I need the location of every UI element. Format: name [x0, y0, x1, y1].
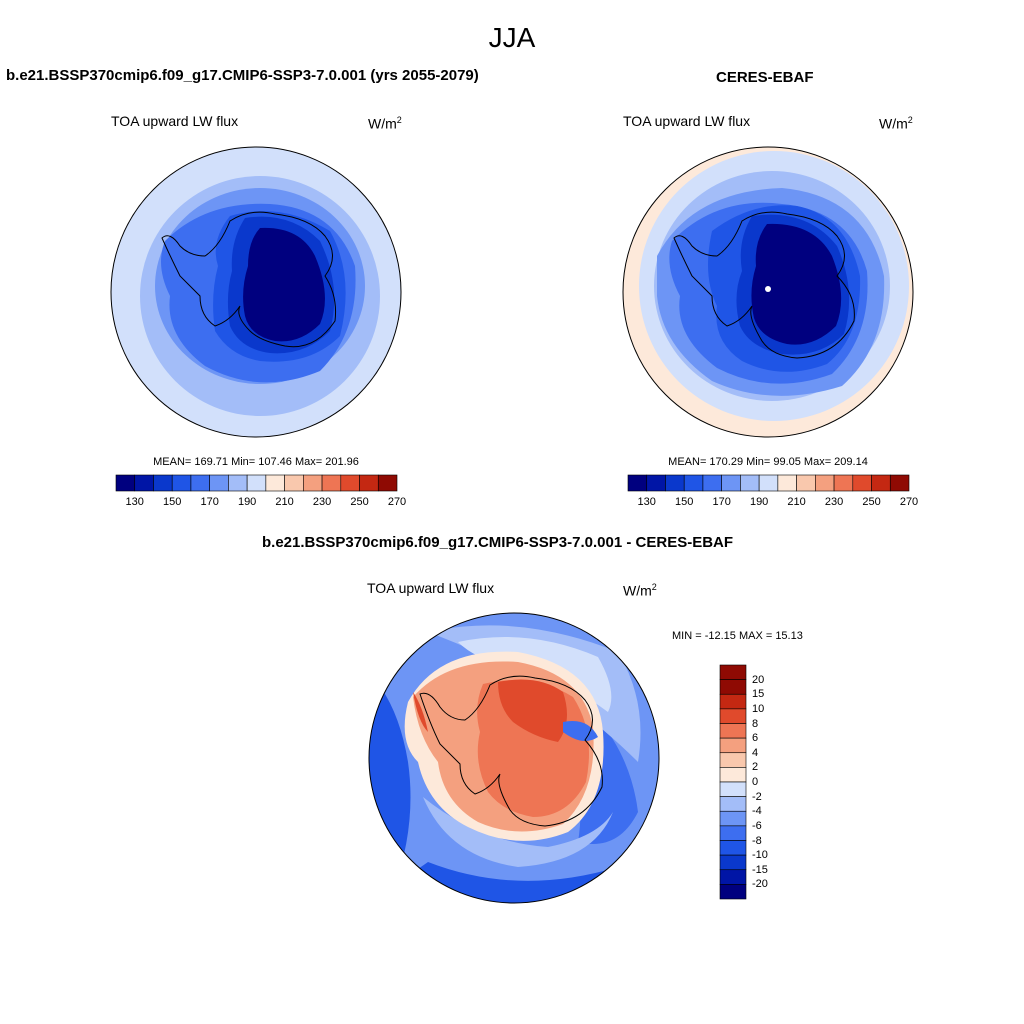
model-colorbar-ticks: 130 150 170 190 210 230 250 270 [116, 496, 407, 510]
colorbar-swatch [190, 474, 210, 492]
colorbar-swatch [719, 708, 747, 724]
colorbar-swatch [284, 474, 304, 492]
colorbar-tick-label: 150 [675, 496, 694, 508]
obs-panel-title: CERES-EBAF [716, 69, 814, 86]
colorbar-tick-label: 230 [824, 496, 844, 508]
colorbar-tick-label: 210 [275, 496, 294, 508]
colorbar-tick-label: 0 [752, 776, 759, 788]
colorbar-tick-label: 15 [752, 688, 765, 701]
colorbar-swatch [719, 723, 747, 739]
diff-polar-map [368, 612, 660, 904]
colorbar-swatch [889, 474, 910, 492]
colorbar-swatch [719, 781, 747, 797]
obs-units-label: W/m2 [879, 115, 913, 132]
colorbar-tick-label: 130 [637, 496, 656, 508]
colorbar-tick-label: 150 [163, 496, 182, 508]
colorbar-tick-label: -10 [752, 849, 768, 862]
colorbar-tick-label: -20 [752, 878, 768, 891]
obs-polar-map [622, 146, 914, 438]
colorbar-tick-label: 170 [200, 496, 219, 508]
colorbar-swatch [719, 869, 747, 885]
diff-stats: MIN = -12.15 MAX = 15.13 [672, 630, 803, 642]
diff-colorbar [719, 664, 747, 900]
diff-colorbar-ticks: 20 15 10 8 6 4 2 0 -2 -4 -6 -8 -10 -15 -20 [752, 665, 782, 899]
colorbar-swatch [153, 474, 173, 492]
colorbar-swatch [719, 737, 747, 754]
colorbar-swatch [719, 810, 747, 827]
colorbar-tick-label: 230 [312, 496, 332, 508]
colorbar-swatch [134, 474, 154, 492]
colorbar-tick-label: 130 [125, 496, 144, 508]
colorbar-swatch [171, 474, 192, 492]
colorbar-tick-label: 6 [752, 732, 759, 745]
model-stats: MEAN= 169.71 Min= 107.46 Max= 201.96 [153, 456, 359, 468]
colorbar-tick-label: 270 [387, 496, 407, 508]
colorbar-swatch [719, 693, 747, 710]
colorbar-swatch [719, 796, 747, 812]
colorbar-tick-label: -4 [752, 805, 762, 818]
colorbar-swatch [852, 474, 872, 492]
obs-colorbar-ticks: 130 150 170 190 210 230 250 270 [628, 496, 919, 510]
colorbar-swatch [209, 474, 229, 492]
figure-title: JJA [488, 22, 536, 53]
colorbar-swatch [719, 679, 747, 695]
colorbar-swatch [719, 884, 747, 900]
colorbar-tick-label: 210 [787, 496, 806, 508]
obs-stats: MEAN= 170.29 Min= 99.05 Max= 209.14 [668, 456, 868, 468]
colorbar-tick-label: 4 [752, 746, 759, 759]
model-panel-title: b.e21.BSSP370cmip6.f09_g17.CMIP6-SSP3-7.… [6, 67, 479, 84]
colorbar-swatch [265, 474, 285, 492]
colorbar-swatch [758, 474, 779, 492]
colorbar-swatch [777, 474, 797, 492]
colorbar-swatch [303, 474, 323, 492]
colorbar-swatch [683, 474, 704, 492]
colorbar-swatch [719, 752, 747, 768]
colorbar-swatch [246, 474, 267, 492]
colorbar-tick-label: -15 [752, 863, 768, 876]
colorbar-swatch [833, 474, 854, 492]
diff-units-label: W/m2 [623, 582, 657, 599]
colorbar-swatch [719, 840, 747, 856]
colorbar-swatch [719, 825, 747, 841]
colorbar-swatch [359, 474, 379, 492]
colorbar-swatch [740, 474, 760, 492]
diff-panel-title: b.e21.BSSP370cmip6.f09_g17.CMIP6-SSP3-7.… [262, 534, 734, 551]
colorbar-swatch [871, 474, 891, 492]
colorbar-swatch [719, 767, 747, 783]
colorbar-swatch [115, 474, 136, 492]
colorbar-tick-label: 270 [899, 496, 919, 508]
colorbar-swatch [719, 854, 747, 871]
colorbar-swatch [340, 474, 360, 492]
diff-variable-label: TOA upward LW flux [367, 580, 495, 596]
colorbar-swatch [627, 474, 648, 492]
colorbar-swatch [721, 474, 741, 492]
model-units-label: W/m2 [368, 115, 402, 132]
colorbar-swatch [702, 474, 722, 492]
obs-variable-label: TOA upward LW flux [623, 113, 751, 129]
colorbar-tick-label: 20 [752, 673, 765, 686]
colorbar-swatch [646, 474, 666, 492]
model-polar-map [110, 146, 402, 438]
colorbar-tick-label: 250 [862, 496, 881, 508]
colorbar-swatch [228, 474, 248, 492]
colorbar-tick-label: 170 [712, 496, 731, 508]
obs-colorbar [627, 474, 910, 492]
colorbar-tick-label: 8 [752, 717, 759, 730]
colorbar-swatch [796, 474, 816, 492]
colorbar-tick-label: 190 [749, 496, 769, 508]
colorbar-tick-label: 10 [752, 702, 765, 715]
model-variable-label: TOA upward LW flux [111, 113, 239, 129]
colorbar-tick-label: 2 [752, 761, 759, 774]
model-colorbar [115, 474, 398, 492]
colorbar-swatch [719, 664, 747, 680]
colorbar-swatch [321, 474, 342, 492]
colorbar-tick-label: 190 [237, 496, 257, 508]
colorbar-tick-label: -8 [752, 834, 762, 847]
colorbar-swatch [377, 474, 398, 492]
colorbar-tick-label: -6 [752, 819, 762, 832]
colorbar-swatch [665, 474, 685, 492]
colorbar-tick-label: -2 [752, 790, 762, 803]
colorbar-tick-label: 250 [350, 496, 369, 508]
colorbar-swatch [815, 474, 835, 492]
